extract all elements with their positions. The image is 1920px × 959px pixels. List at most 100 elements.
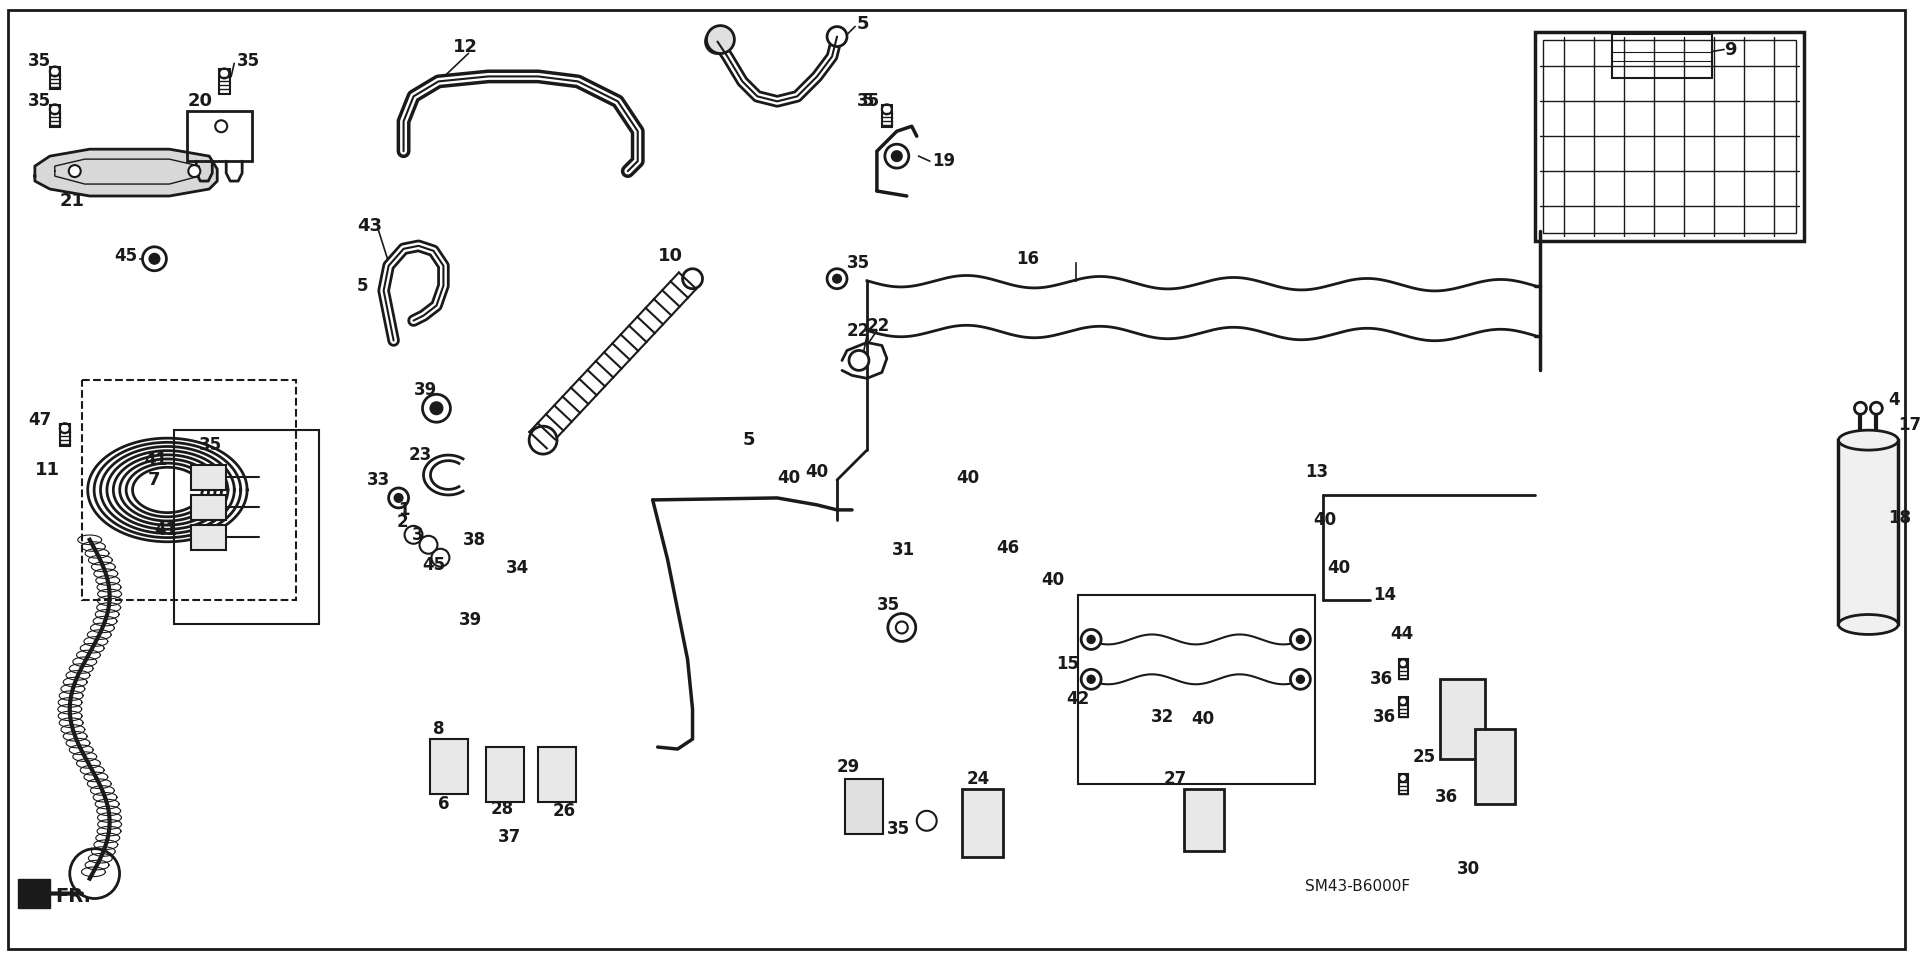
Text: 42: 42 xyxy=(1066,690,1089,709)
Text: 36: 36 xyxy=(1373,708,1396,726)
Text: 5: 5 xyxy=(856,14,870,33)
Text: 45: 45 xyxy=(115,246,138,265)
Text: 43: 43 xyxy=(357,217,382,235)
Circle shape xyxy=(530,426,557,455)
Circle shape xyxy=(69,165,81,177)
Circle shape xyxy=(142,246,167,270)
Text: 35: 35 xyxy=(238,53,261,70)
Text: 40: 40 xyxy=(1313,511,1336,528)
Text: 4: 4 xyxy=(1887,391,1901,409)
Text: 22: 22 xyxy=(847,321,870,339)
Text: 33: 33 xyxy=(367,471,390,489)
Circle shape xyxy=(1087,636,1094,643)
Text: 41: 41 xyxy=(144,451,167,469)
Text: 1: 1 xyxy=(399,501,411,519)
Text: 46: 46 xyxy=(996,539,1020,557)
Text: 12: 12 xyxy=(453,37,478,56)
Text: 38: 38 xyxy=(463,530,486,549)
Text: 18: 18 xyxy=(1887,509,1910,526)
Circle shape xyxy=(1087,675,1094,683)
Text: 35: 35 xyxy=(29,53,52,70)
Text: 23: 23 xyxy=(409,446,432,464)
Text: 32: 32 xyxy=(1150,708,1175,726)
Circle shape xyxy=(684,269,703,289)
Circle shape xyxy=(150,254,159,264)
Circle shape xyxy=(422,394,451,422)
Bar xyxy=(1400,660,1407,679)
Circle shape xyxy=(885,144,908,168)
Text: 28: 28 xyxy=(490,800,513,818)
Text: SM43-B6000F: SM43-B6000F xyxy=(1306,879,1411,894)
Text: 44: 44 xyxy=(1390,625,1413,643)
Text: 22: 22 xyxy=(868,316,891,335)
Text: 26: 26 xyxy=(553,802,576,820)
Bar xyxy=(188,111,252,161)
Bar xyxy=(1440,679,1484,759)
Bar xyxy=(50,105,60,128)
Text: 11: 11 xyxy=(35,461,60,480)
Text: 36: 36 xyxy=(1434,788,1457,806)
Bar xyxy=(175,431,319,624)
Bar xyxy=(1542,39,1795,233)
Text: 21: 21 xyxy=(60,192,84,210)
Text: 5: 5 xyxy=(862,92,874,110)
Circle shape xyxy=(1296,636,1304,643)
Polygon shape xyxy=(35,150,217,196)
Bar xyxy=(1400,774,1407,794)
Text: 40: 40 xyxy=(1041,571,1064,589)
Bar xyxy=(1400,697,1407,717)
Text: 40: 40 xyxy=(1327,559,1350,576)
Text: 40: 40 xyxy=(778,469,801,487)
Text: 5: 5 xyxy=(357,277,369,294)
Text: 39: 39 xyxy=(459,611,482,628)
Text: 19: 19 xyxy=(931,152,954,170)
Bar xyxy=(1475,729,1515,804)
Text: 2: 2 xyxy=(397,513,409,531)
Text: 45: 45 xyxy=(422,555,445,573)
Circle shape xyxy=(705,30,730,54)
Text: 31: 31 xyxy=(893,541,916,559)
Bar xyxy=(83,381,296,599)
Text: 13: 13 xyxy=(1306,463,1329,481)
Text: 35: 35 xyxy=(887,820,910,838)
Bar xyxy=(1613,34,1713,79)
Circle shape xyxy=(1296,675,1304,683)
Text: 20: 20 xyxy=(188,92,213,110)
Ellipse shape xyxy=(1839,615,1899,635)
Text: 35: 35 xyxy=(847,254,870,271)
Circle shape xyxy=(893,152,902,161)
Text: 25: 25 xyxy=(1413,748,1436,766)
Text: 9: 9 xyxy=(1724,40,1736,58)
Bar xyxy=(1534,32,1803,241)
Bar xyxy=(1839,440,1899,624)
Circle shape xyxy=(396,494,403,502)
Circle shape xyxy=(897,621,908,634)
Circle shape xyxy=(430,402,442,414)
Text: 17: 17 xyxy=(1899,416,1920,434)
Circle shape xyxy=(1870,402,1882,414)
Circle shape xyxy=(1290,669,1309,690)
Text: 37: 37 xyxy=(497,828,522,846)
Circle shape xyxy=(1081,669,1100,690)
Text: 24: 24 xyxy=(966,770,991,788)
Text: 5: 5 xyxy=(743,432,755,449)
Circle shape xyxy=(1855,402,1866,414)
Text: 47: 47 xyxy=(29,411,52,430)
Text: 40: 40 xyxy=(804,463,828,481)
Text: 34: 34 xyxy=(507,559,530,576)
Bar xyxy=(50,67,60,89)
Circle shape xyxy=(215,120,227,132)
Circle shape xyxy=(849,350,870,370)
Text: 6: 6 xyxy=(438,795,449,813)
Circle shape xyxy=(1290,629,1309,649)
Bar xyxy=(219,69,230,94)
Bar xyxy=(486,747,524,802)
Bar xyxy=(1185,789,1223,851)
Text: 14: 14 xyxy=(1373,586,1396,603)
Bar xyxy=(845,779,883,833)
Bar xyxy=(962,789,1004,856)
Text: 16: 16 xyxy=(1016,249,1039,268)
Text: 35: 35 xyxy=(29,92,52,110)
Text: 40: 40 xyxy=(956,469,979,487)
Bar xyxy=(192,525,227,550)
